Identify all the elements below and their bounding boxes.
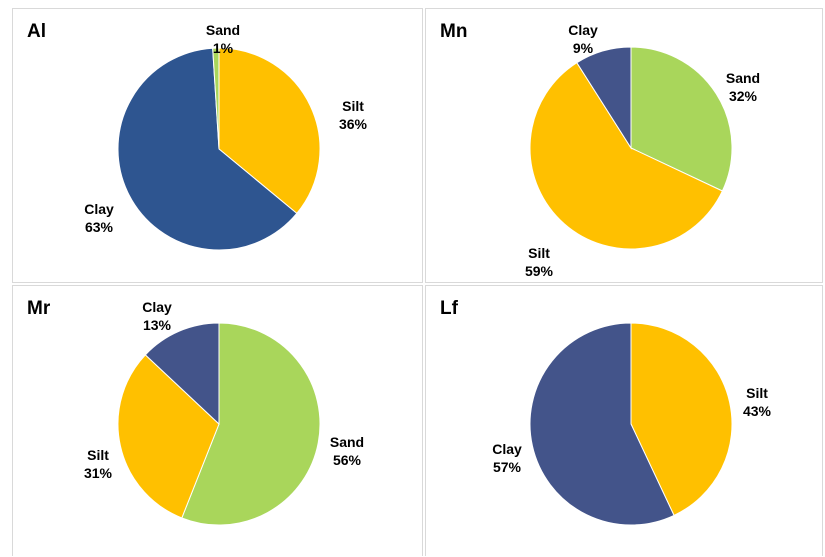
slice-label-sand: Sand 32%	[726, 70, 760, 104]
pie-svg: Sand 32% Silt 59% Clay 9%	[525, 22, 760, 279]
pie-slice-silt	[117, 354, 220, 519]
chart-title: Al	[27, 21, 46, 42]
pie-chart-lf: Lf Silt 43% Clay 57%	[425, 285, 823, 556]
pie-slice-sand	[630, 46, 733, 192]
pie-slice-clay	[576, 46, 632, 150]
slice-label-silt: Silt 43%	[743, 385, 772, 419]
chart-title: Mr	[27, 298, 51, 319]
pie-svg: Sand 56% Silt 31% Clay 13%	[84, 299, 364, 526]
pie-svg: Silt 36% Clay 63% Sand 1%	[84, 22, 368, 251]
pie-chart-mr: Mr Sand 56% Silt 31% Clay 13%	[12, 285, 423, 556]
pie-svg: Silt 43% Clay 57%	[492, 322, 772, 526]
pie-chart-mn: Mn Sand 32% Silt 59% Clay 9%	[425, 8, 823, 283]
slice-label-clay: Clay 57%	[492, 441, 522, 475]
pie-slice-silt	[218, 47, 321, 215]
pie-slice-clay	[144, 322, 220, 426]
slice-label-silt: Silt 36%	[339, 98, 368, 132]
pie-slice-clay	[117, 47, 298, 251]
slice-label-silt: Silt 59%	[525, 245, 554, 279]
pie-slice-silt	[529, 62, 724, 250]
pie-slice-clay	[529, 322, 675, 526]
slice-label-sand: Sand 56%	[330, 434, 364, 468]
pie-slice-silt	[630, 322, 733, 517]
pie-chart-al: Al Silt 36% Clay 63% Sand 1%	[12, 8, 423, 283]
pie-slice-sand	[212, 47, 220, 150]
chart-title: Mn	[440, 21, 468, 42]
slice-label-clay: Clay 9%	[568, 22, 598, 56]
slice-label-silt: Silt 31%	[84, 447, 113, 481]
slice-label-sand: Sand 1%	[206, 22, 240, 56]
slice-label-clay: Clay 13%	[142, 299, 172, 333]
slice-label-clay: Clay 63%	[84, 201, 114, 235]
pie-slice-sand	[181, 322, 321, 526]
chart-title: Lf	[440, 298, 458, 319]
